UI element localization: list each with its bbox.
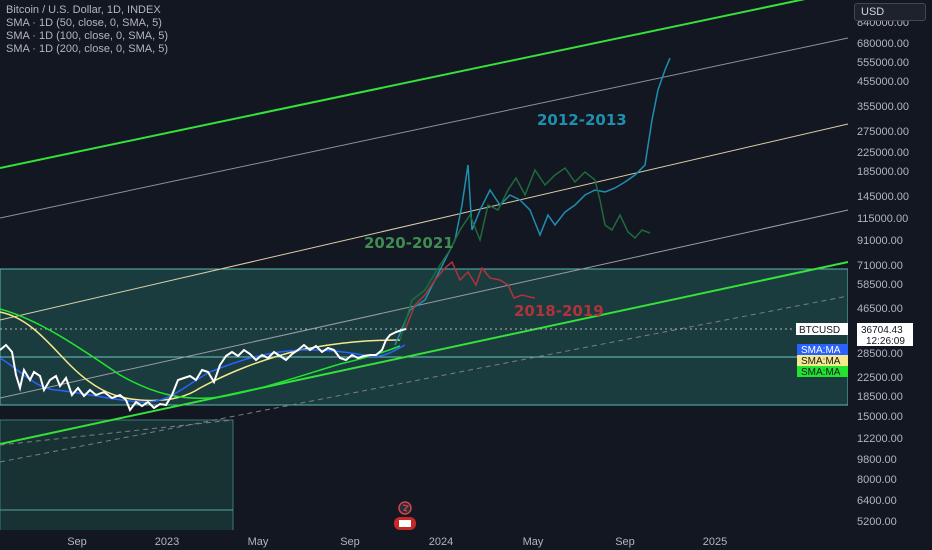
lower-zone xyxy=(0,419,234,550)
legend-title: Bitcoin / U.S. Dollar, 1D, INDEX xyxy=(6,4,161,16)
legend-sma-50: SMA · 1D (50, close, 0, SMA, 5) xyxy=(6,17,162,29)
price-tick-label: 71000.00 xyxy=(857,260,903,272)
legend-sma-200: SMA · 1D (200, close, 0, SMA, 5) xyxy=(6,43,169,55)
overlay-2020-2021 xyxy=(399,166,651,341)
sma-200-line xyxy=(0,308,401,400)
dashed-support-2 xyxy=(0,419,234,446)
time-axis-background xyxy=(0,530,932,550)
symbol-tag-text: BTCUSD xyxy=(799,325,840,336)
ma-tag-200-bg xyxy=(797,366,848,377)
overlay-2018-2019 xyxy=(404,260,536,331)
label-2020-2021: 2020-2021 xyxy=(364,234,454,252)
price-tick-label: 5200.00 xyxy=(857,516,897,528)
price-tick-label: 28500.00 xyxy=(857,348,903,360)
price-tag-value: 36704.43 xyxy=(861,325,903,336)
overlay-2012-2013 xyxy=(394,57,671,346)
dashed-support-1 xyxy=(0,295,849,463)
price-tick-label: 185000.00 xyxy=(857,166,909,178)
lower-green-channel xyxy=(0,261,849,445)
price-tick-label: 22500.00 xyxy=(857,372,903,384)
ma-tag-50: SMA:MA xyxy=(801,345,841,356)
ma-tags: SMA:MA SMA:MA SMA:MA xyxy=(797,344,848,378)
time-tick-label: Sep xyxy=(615,536,635,548)
time-tick-label: May xyxy=(523,536,544,548)
channel-line-3 xyxy=(0,209,849,399)
time-axis[interactable]: Sep 2023 May Sep 2024 May Sep 2025 xyxy=(0,530,932,550)
price-tick-label: 680000.00 xyxy=(857,38,909,50)
upper-green-channel xyxy=(0,0,806,169)
ma-tag-50-bg xyxy=(797,344,848,355)
currency-button[interactable]: USD xyxy=(854,3,926,21)
time-tick-label: Sep xyxy=(67,536,87,548)
time-tick-label: May xyxy=(248,536,269,548)
symbol-tag-bg xyxy=(796,323,848,335)
flag-icon-inner xyxy=(399,520,411,527)
price-tick-label: 9800.00 xyxy=(857,454,897,466)
lightning-icon xyxy=(402,504,410,512)
chart-legend: Bitcoin / U.S. Dollar, 1D, INDEX SMA · 1… xyxy=(6,4,168,56)
event-icon[interactable] xyxy=(398,501,412,515)
price-tick-label: 58500.00 xyxy=(857,279,903,291)
price-tick-label: 145000.00 xyxy=(857,191,909,203)
legend-sma-100: SMA · 1D (100, close, 0, SMA, 5) xyxy=(6,30,169,42)
price-tick-label: 8000.00 xyxy=(857,474,897,486)
price-tick-label: 46500.00 xyxy=(857,303,903,315)
price-tick-label: 275000.00 xyxy=(857,126,909,138)
channel-line-2 xyxy=(0,123,849,321)
time-tick-label: 2025 xyxy=(703,536,727,548)
price-axis-background xyxy=(848,0,932,530)
price-tick-label: 455000.00 xyxy=(857,76,909,88)
price-tick-label: 91000.00 xyxy=(857,235,903,247)
price-tag-countdown: 12:26:09 xyxy=(866,336,905,347)
ma-tag-200: SMA:MA xyxy=(801,367,841,378)
price-tick-label: 555000.00 xyxy=(857,57,909,69)
price-tag-bg xyxy=(857,323,913,346)
time-tick-label: Sep xyxy=(340,536,360,548)
ma-tag-100: SMA:MA xyxy=(801,356,841,367)
label-2018-2019: 2018-2019 xyxy=(514,302,604,320)
price-tick-label: 6400.00 xyxy=(857,495,897,507)
price-tick-label: 115000.00 xyxy=(857,213,908,225)
price-tick-label: 12200.00 xyxy=(857,433,903,445)
price-axis[interactable]: 840000.00680000.00555000.00455000.003550… xyxy=(848,0,932,530)
btcusd-price-line xyxy=(0,328,407,413)
channel-line-1 xyxy=(0,37,849,219)
price-tick-label: 18500.00 xyxy=(857,391,903,403)
ma-tag-100-bg xyxy=(797,355,848,366)
time-tick-label: 2024 xyxy=(429,536,453,548)
time-tick-label: 2023 xyxy=(155,536,179,548)
price-tick-label: 225000.00 xyxy=(857,147,909,159)
label-2012-2013: 2012-2013 xyxy=(537,111,627,129)
price-tick-label: 15000.00 xyxy=(857,411,903,423)
last-price-tag: BTCUSD 36704.43 12:26:09 xyxy=(796,323,913,347)
price-tick-label: 355000.00 xyxy=(857,101,909,113)
